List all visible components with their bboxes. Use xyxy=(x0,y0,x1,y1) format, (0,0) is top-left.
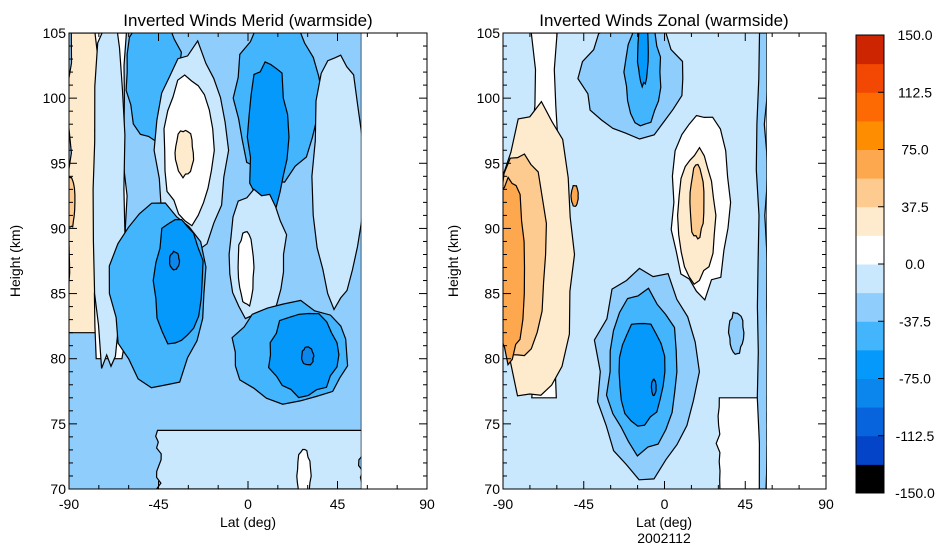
y-tick-label: 105 xyxy=(43,25,67,41)
colorbar-swatch xyxy=(856,235,884,265)
colorbar-tick-label: -75.0 xyxy=(899,371,931,387)
contour-region xyxy=(311,54,362,311)
x-tick-label: 45 xyxy=(737,496,753,512)
x-axis-label: Lat (deg) xyxy=(636,514,692,530)
colorbar-swatch xyxy=(856,349,884,379)
contour-fill-group xyxy=(69,33,362,489)
y-tick-label: 75 xyxy=(484,416,500,432)
plot-title: Inverted Winds Merid (warmside) xyxy=(123,11,372,30)
colorbar: 150.0 112.5 75.0 37.5 0.0 -37.5 -75.0 -112.5 -15… xyxy=(855,27,935,501)
axes: -90 -45 0 45 90 70 75 80 85 90 95 100 105 xyxy=(43,25,435,512)
colorbar-swatch xyxy=(856,149,884,179)
contour-region xyxy=(650,378,657,397)
y-axis-label: Height (km) xyxy=(445,225,461,297)
colorbar-swatch xyxy=(856,35,884,65)
colorbar-swatch xyxy=(856,120,884,150)
x-tick-label: -90 xyxy=(493,496,513,512)
colorbar-tick-label: -112.5 xyxy=(896,428,935,444)
colorbar-tick-label: 37.5 xyxy=(901,199,928,215)
contour-region xyxy=(300,346,315,366)
contour-region xyxy=(570,185,579,208)
x-tick-label: 45 xyxy=(330,496,346,512)
colorbar-tick-label: -37.5 xyxy=(899,313,931,329)
contour-region xyxy=(727,311,745,355)
y-tick-label: 85 xyxy=(484,286,500,302)
colorbar-swatch xyxy=(856,264,884,294)
contour-region xyxy=(296,448,312,489)
x-tick-label: -45 xyxy=(574,496,594,512)
x-axis-label: Lat (deg) xyxy=(220,514,276,530)
zonal-wind-panel: Inverted Winds Zonal (warmside) -90 -45 0 4… xyxy=(445,11,834,546)
contour-region xyxy=(689,163,705,240)
y-tick-label: 100 xyxy=(43,90,67,106)
contour-region xyxy=(246,61,290,214)
contour-region xyxy=(174,129,195,179)
colorbar-swatch xyxy=(856,464,884,494)
y-tick-label: 90 xyxy=(484,220,500,236)
colorbar-swatch xyxy=(856,435,884,465)
colorbar-swatch xyxy=(856,178,884,208)
y-tick-label: 80 xyxy=(50,351,66,367)
y-tick-label: 95 xyxy=(484,155,500,171)
contour-region xyxy=(618,322,666,427)
y-tick-label: 85 xyxy=(50,286,66,302)
colorbar-tick-label: 150.0 xyxy=(897,27,932,43)
y-tick-label: 90 xyxy=(50,220,66,236)
y-tick-label: 70 xyxy=(484,481,500,497)
contour-region xyxy=(503,176,526,367)
contour-region xyxy=(69,175,76,228)
colorbar-swatch xyxy=(856,321,884,351)
colorbar-tick-label: 75.0 xyxy=(901,142,928,158)
y-axis-label: Height (km) xyxy=(7,225,23,297)
contour-region xyxy=(155,429,362,489)
x-tick-label: 0 xyxy=(661,496,669,512)
contour-region xyxy=(168,250,181,271)
colorbar-swatch xyxy=(856,63,884,93)
date-label: 2002112 xyxy=(637,530,691,546)
axes: -90 -45 0 45 90 70 75 80 85 90 95 100 105 xyxy=(477,25,834,512)
plot-title: Inverted Winds Zonal (warmside) xyxy=(539,11,788,30)
contour-region xyxy=(152,219,204,345)
x-tick-label: 0 xyxy=(244,496,252,512)
colorbar-tick-label: 112.5 xyxy=(898,84,932,100)
y-tick-label: 105 xyxy=(477,25,501,41)
x-tick-label: -45 xyxy=(148,496,168,512)
y-tick-label: 80 xyxy=(484,351,500,367)
y-tick-label: 100 xyxy=(477,90,501,106)
x-tick-label: 90 xyxy=(818,496,834,512)
y-tick-label: 75 xyxy=(50,416,66,432)
colorbar-swatch xyxy=(856,92,884,122)
colorbar-tick-label: 0.0 xyxy=(905,256,925,272)
y-tick-label: 70 xyxy=(50,481,66,497)
meridional-wind-panel: Inverted Winds Merid (warmside) -90 -45 0 4… xyxy=(7,11,435,530)
colorbar-swatch xyxy=(856,206,884,236)
contour-fill-group xyxy=(503,33,767,489)
contour-region xyxy=(636,33,649,89)
colorbar-swatch xyxy=(856,407,884,437)
x-tick-label: 90 xyxy=(419,496,435,512)
contour-region xyxy=(755,33,767,489)
x-tick-label: -90 xyxy=(59,496,79,512)
contour-region xyxy=(237,231,255,308)
colorbar-swatch xyxy=(856,378,884,408)
y-tick-label: 95 xyxy=(50,155,66,171)
colorbar-tick-label: -150.0 xyxy=(895,485,935,501)
colorbar-swatch xyxy=(856,292,884,322)
